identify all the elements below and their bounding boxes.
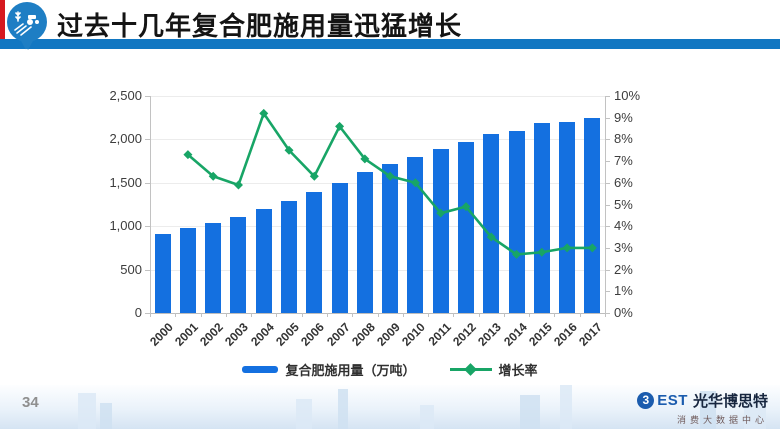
left-tick-label: 2,500 (109, 88, 142, 103)
left-tick-label: 500 (120, 261, 142, 277)
bar-2006 (306, 192, 323, 313)
right-tick-label: 5% (614, 196, 633, 212)
right-tick-label: 2% (614, 261, 633, 277)
x-tick (200, 313, 202, 317)
x-tick (402, 313, 404, 317)
left-axis-line (150, 96, 151, 313)
right-tick (605, 204, 610, 206)
right-tick (605, 226, 610, 228)
bar-2002 (205, 222, 222, 313)
x-tick (276, 313, 278, 317)
x-tick (453, 313, 455, 317)
right-tick-label: 0% (614, 305, 633, 320)
right-tick (605, 161, 610, 163)
legend-item-bars: 复合肥施用量（万吨） (242, 360, 416, 379)
x-tick (503, 313, 505, 317)
bar-2013 (483, 134, 500, 313)
legend-item-line: 增长率 (449, 360, 538, 379)
right-tick-label: 7% (614, 153, 633, 169)
bar-2007 (331, 182, 348, 313)
balloon-tail (20, 39, 34, 52)
right-tick (605, 313, 610, 314)
x-tick (428, 313, 430, 317)
brand-subtitle: 消费大数据中心 (676, 415, 768, 425)
bar-series-swatch (242, 366, 279, 373)
x-tick (478, 313, 480, 317)
bar-2004 (255, 208, 272, 313)
chart-legend: 复合肥施用量（万吨） 增长率 (0, 360, 780, 379)
x-tick (554, 313, 556, 317)
balloon-dot (24, 49, 29, 53)
x-tick (377, 313, 379, 317)
right-tick-label: 10% (614, 88, 641, 103)
gridline (150, 269, 605, 271)
x-tick (175, 313, 177, 317)
left-tick (145, 313, 150, 314)
right-tick-label: 3% (614, 239, 633, 255)
x-tick (579, 313, 581, 317)
bar-2010 (407, 156, 424, 313)
left-tick (145, 139, 150, 141)
right-tick-label: 4% (614, 218, 633, 234)
right-tick (605, 96, 610, 97)
right-tick-label: 1% (614, 283, 633, 299)
red-accent-bar (0, 0, 5, 43)
right-tick (605, 139, 610, 141)
right-tick (605, 182, 610, 184)
right-tick (605, 291, 610, 293)
page-title: 过去十几年复合肥施用量迅猛增长 (57, 11, 463, 41)
left-tick-label: 2,000 (109, 131, 142, 147)
legend-label-bars: 复合肥施用量（万吨） (285, 363, 416, 378)
brand-name: 光华博思特 (692, 393, 768, 410)
bar-2001 (179, 227, 196, 313)
left-tick-label: 0 (134, 305, 142, 320)
bar-2008 (356, 172, 373, 313)
x-tick (529, 313, 531, 317)
x-tick (251, 313, 253, 317)
x-tick (150, 313, 151, 317)
right-tick-label: 8% (614, 131, 633, 147)
left-tick-label: 1,500 (109, 174, 142, 190)
bar-2003 (230, 216, 247, 313)
best-circle-3-icon: 3 (637, 392, 655, 409)
bar-2009 (382, 163, 399, 313)
x-tick (326, 313, 328, 317)
left-tick (145, 182, 150, 184)
line-series-swatch (449, 363, 492, 376)
bar-2012 (457, 142, 474, 313)
agriculture-balloon-logo-icon (7, 2, 47, 42)
right-tick (605, 247, 610, 249)
gridline (150, 96, 605, 97)
bar-2005 (281, 201, 298, 313)
x-tick (225, 313, 227, 317)
brand-est-text: EST (657, 392, 688, 409)
bar-2014 (508, 130, 525, 313)
title-underline-bar (0, 39, 780, 49)
right-tick-label: 6% (614, 174, 633, 190)
left-tick (145, 96, 150, 97)
right-tick (605, 269, 610, 271)
bar-2011 (432, 148, 449, 313)
x-tick (605, 313, 606, 317)
brand-logo: 3 EST 光华博思特 消费大数据中心 (637, 390, 768, 426)
bar-2000 (154, 234, 171, 313)
bar-2017 (584, 117, 601, 313)
x-tick (352, 313, 354, 317)
legend-label-line: 增长率 (498, 363, 538, 378)
right-tick-label: 9% (614, 109, 633, 125)
x-tick (301, 313, 303, 317)
left-tick (145, 269, 150, 271)
left-tick-label: 1,000 (109, 218, 142, 234)
left-tick (145, 226, 150, 228)
page-number: 34 (22, 394, 39, 411)
bar-2016 (559, 122, 576, 313)
right-tick (605, 117, 610, 119)
bar-2015 (533, 122, 550, 313)
